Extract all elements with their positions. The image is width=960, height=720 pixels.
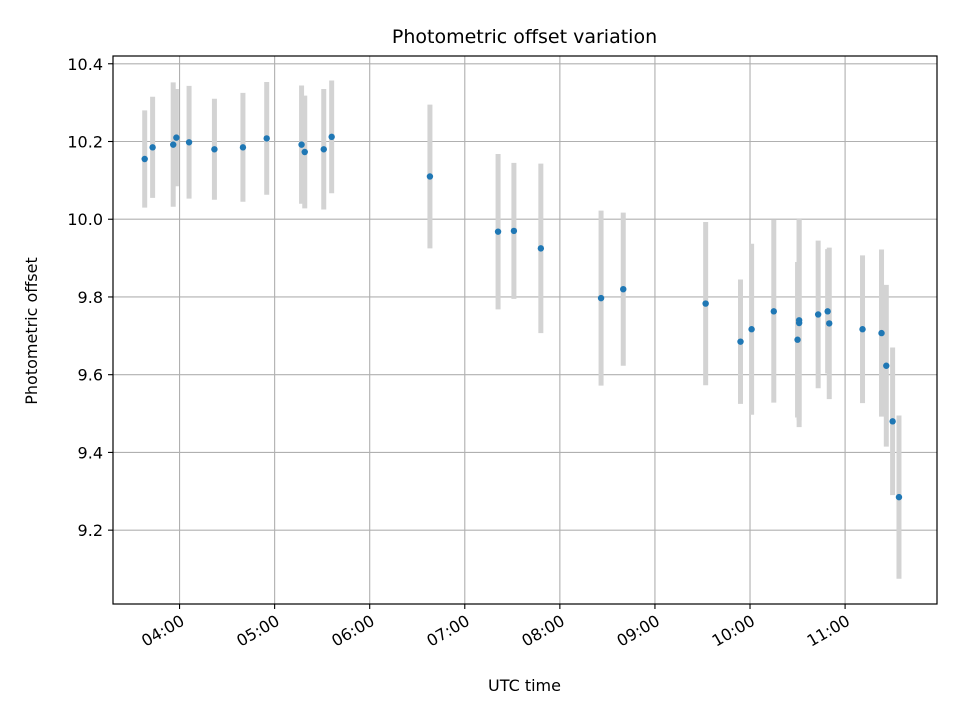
data-point	[889, 418, 896, 425]
data-point	[814, 311, 822, 318]
y-tick-label: 9.6	[78, 366, 103, 385]
data-point	[795, 319, 803, 327]
data-points	[141, 133, 903, 501]
y-tick-label: 10.0	[67, 210, 103, 229]
data-point	[826, 320, 833, 327]
data-point	[173, 134, 180, 141]
data-point	[141, 155, 148, 163]
data-point	[597, 294, 605, 302]
data-point	[263, 135, 270, 142]
data-point	[320, 146, 327, 153]
data-point	[149, 144, 156, 151]
y-tick-label: 10.4	[67, 55, 103, 74]
data-point	[211, 146, 218, 153]
data-point	[895, 493, 903, 501]
data-point	[859, 326, 866, 333]
data-point	[185, 139, 193, 146]
data-point	[770, 308, 777, 315]
data-point	[878, 329, 885, 337]
chart-title: Photometric offset variation	[392, 26, 657, 48]
y-axis-label: Photometric offset	[22, 257, 41, 405]
y-tick-label: 9.2	[78, 521, 103, 540]
data-point	[794, 336, 801, 343]
data-point	[737, 338, 744, 345]
y-tick-label: 9.8	[78, 288, 103, 307]
x-axis-label: UTC time	[488, 676, 561, 695]
data-point	[824, 308, 831, 315]
data-point	[328, 133, 335, 141]
data-point	[883, 362, 890, 369]
data-point	[301, 148, 308, 156]
data-point	[426, 173, 434, 180]
data-point	[239, 144, 247, 151]
data-point	[620, 285, 627, 293]
data-point	[510, 227, 518, 235]
data-point	[298, 141, 305, 148]
data-point	[494, 228, 502, 235]
data-point	[702, 300, 709, 307]
y-tick-label: 9.4	[78, 443, 103, 462]
data-point	[748, 326, 755, 333]
y-tick-label: 10.2	[67, 133, 103, 152]
data-point	[537, 245, 545, 252]
data-point	[170, 141, 177, 148]
plot-area-frame	[112, 55, 938, 605]
